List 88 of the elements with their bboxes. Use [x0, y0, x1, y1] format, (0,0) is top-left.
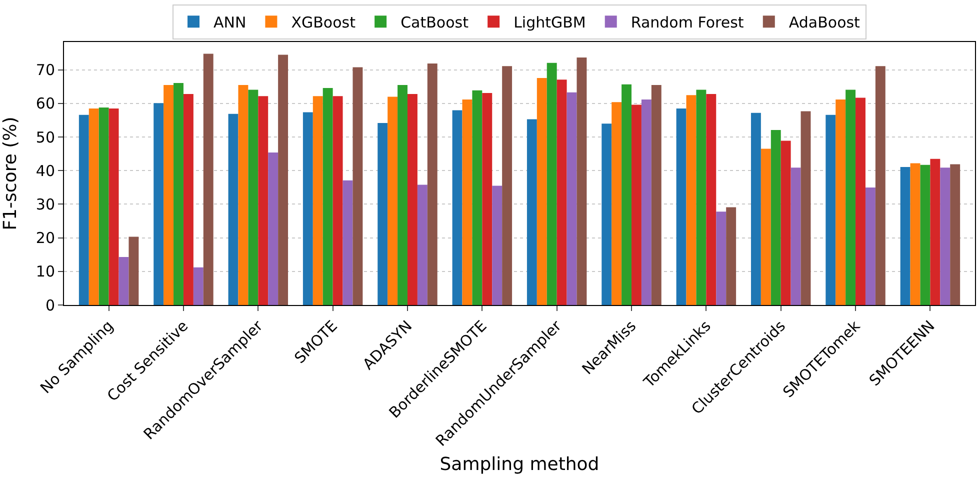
bar	[462, 99, 472, 305]
legend-label: CatBoost	[400, 13, 469, 32]
bar	[332, 96, 343, 305]
bar	[696, 90, 706, 305]
bar	[98, 108, 109, 305]
bar	[790, 168, 801, 305]
bar	[108, 108, 119, 305]
bar	[203, 54, 214, 305]
bar	[118, 256, 129, 305]
bar	[352, 67, 363, 305]
bar	[492, 186, 502, 305]
bar	[846, 90, 856, 305]
bar	[760, 148, 771, 305]
bar	[875, 66, 886, 305]
bar	[427, 64, 438, 305]
legend-label: Random Forest	[630, 13, 744, 32]
legend-label: AdaBoost	[788, 13, 860, 32]
bar	[836, 99, 846, 305]
y-tick-label: 0	[45, 296, 55, 314]
bar	[602, 124, 612, 305]
bar	[342, 180, 353, 305]
y-tick-label: 60	[36, 94, 55, 113]
bar	[780, 140, 791, 305]
bar	[526, 119, 537, 305]
y-tick-label: 40	[36, 162, 55, 180]
bar	[88, 108, 99, 305]
bar	[193, 267, 204, 305]
y-tick-label: 10	[36, 262, 55, 281]
bar	[920, 164, 930, 305]
bar	[378, 122, 388, 305]
bar	[228, 114, 238, 305]
bar	[910, 163, 920, 305]
bar	[417, 184, 428, 305]
bar	[632, 104, 642, 305]
legend-label: LightGBM	[514, 13, 586, 32]
bar	[302, 112, 313, 305]
bar	[482, 93, 492, 305]
bar	[546, 62, 557, 305]
bar	[154, 103, 164, 305]
bar	[826, 114, 836, 305]
bar	[716, 212, 726, 305]
bar	[174, 82, 184, 305]
bar	[726, 207, 736, 305]
y-tick-label: 30	[36, 195, 55, 214]
bar	[398, 84, 408, 305]
bar	[651, 84, 662, 305]
bar	[622, 84, 632, 305]
bar	[566, 92, 577, 305]
bar	[770, 130, 781, 305]
bar	[641, 99, 652, 305]
legend-label: XGBoost	[291, 13, 356, 32]
y-tick-label: 20	[36, 229, 55, 248]
bar	[238, 84, 248, 305]
bar	[248, 90, 258, 305]
bar	[536, 78, 547, 305]
bar	[856, 98, 866, 305]
bar	[452, 110, 462, 305]
bar	[164, 84, 174, 305]
bar	[686, 95, 696, 305]
x-axis-title: Sampling method	[440, 454, 600, 475]
bar	[576, 57, 587, 305]
bar	[706, 94, 716, 305]
bar	[750, 112, 761, 305]
bar	[472, 90, 482, 305]
bar	[322, 88, 333, 305]
bar	[950, 164, 960, 305]
legend-label: ANN	[214, 13, 246, 32]
bar	[612, 102, 622, 305]
bar	[278, 54, 288, 305]
bar	[312, 96, 323, 305]
bar	[800, 111, 811, 305]
bar	[865, 187, 876, 305]
bar	[388, 96, 398, 305]
bar	[258, 96, 268, 305]
y-axis-title: F1-score (%)	[0, 116, 21, 230]
bar	[268, 152, 278, 305]
bar	[128, 236, 139, 305]
bar	[930, 158, 940, 305]
y-tick-label: 50	[36, 128, 55, 146]
bar	[407, 94, 418, 305]
bar	[556, 80, 567, 305]
bar	[940, 168, 950, 305]
bar	[502, 66, 512, 305]
bar	[900, 166, 910, 305]
y-tick-label: 70	[36, 61, 55, 80]
bar	[676, 108, 686, 305]
bar	[183, 94, 194, 305]
bar	[78, 114, 89, 305]
